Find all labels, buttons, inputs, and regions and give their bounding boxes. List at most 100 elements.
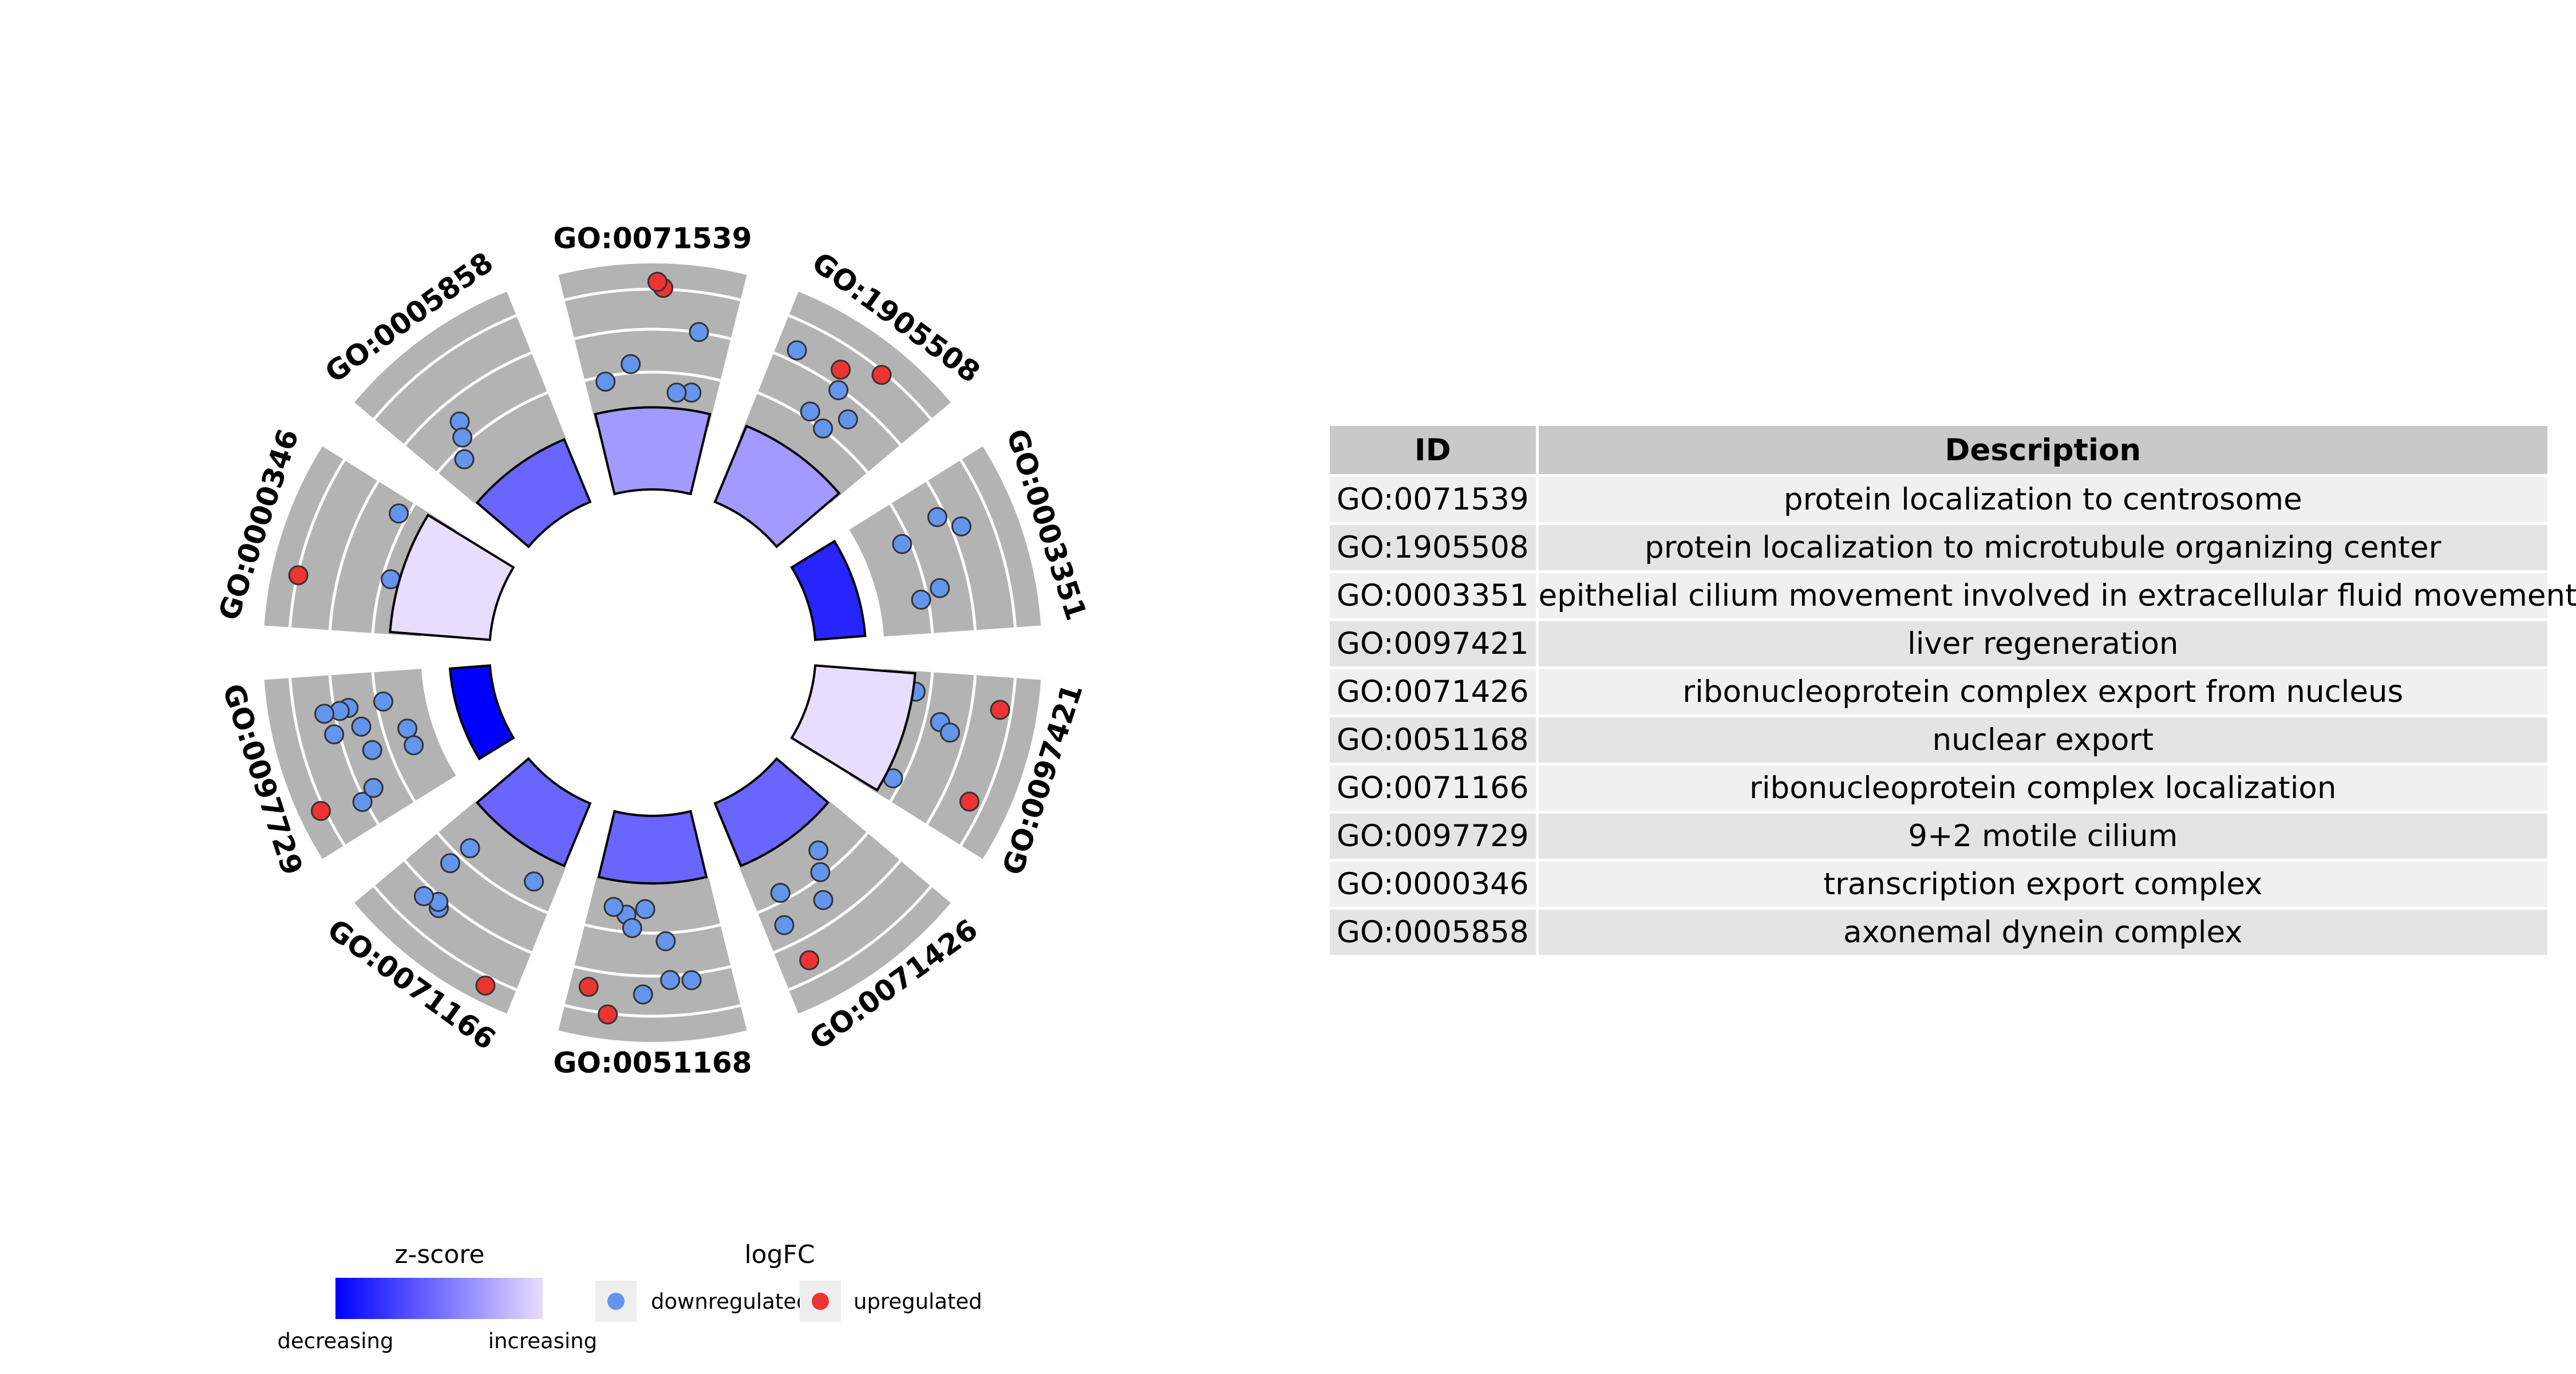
upregulated-gene-point bbox=[647, 271, 667, 292]
zscore-gradient-bar bbox=[335, 1278, 543, 1319]
zscore-legend-low-label: decreasing bbox=[278, 1329, 394, 1353]
track-guide-arc bbox=[373, 885, 517, 992]
upregulated-gene-point bbox=[871, 365, 892, 385]
downregulated-gene-point bbox=[373, 691, 394, 712]
term-id-cell: GO:0071166 bbox=[1330, 764, 1539, 814]
term-id-cell: GO:0097421 bbox=[1330, 619, 1539, 669]
logfc-track bbox=[739, 802, 951, 1014]
downregulated-gene-point bbox=[595, 372, 616, 392]
downregulated-gene-point bbox=[460, 838, 480, 859]
downregulated-gene-point bbox=[892, 534, 912, 554]
table-row: GO:0003351 epithelial cilium movement inv… bbox=[1330, 571, 2576, 621]
zscore-bar bbox=[790, 539, 867, 641]
downregulated-gene-point bbox=[939, 722, 960, 743]
zscore-bar bbox=[475, 437, 592, 548]
zscore-legend-title: z-score bbox=[394, 1240, 484, 1269]
track-guide-arc bbox=[436, 832, 548, 914]
track-guide-arc bbox=[926, 480, 977, 630]
downregulated-gene-point bbox=[660, 970, 681, 990]
zscore-bar bbox=[389, 513, 515, 641]
downregulated-gene-point bbox=[681, 970, 702, 990]
downregulated-gene-point bbox=[927, 507, 947, 527]
downregulated-gene-point bbox=[837, 409, 858, 429]
downregulated-gene-point bbox=[440, 853, 460, 874]
track-guide-arc bbox=[436, 391, 548, 473]
downregulated-gene-point bbox=[363, 777, 384, 798]
track-guide-arc bbox=[959, 459, 1017, 627]
downregulated-gene-point bbox=[911, 589, 931, 610]
downregulated-gene-point bbox=[352, 792, 373, 812]
track-guide-arc bbox=[584, 923, 721, 935]
upregulated-gene-point bbox=[578, 977, 599, 997]
downregulated-gene-point bbox=[813, 418, 833, 439]
zscore-bar bbox=[713, 757, 830, 868]
table-row: GO:1905508 protein localization to microt… bbox=[1330, 523, 2547, 573]
downregulated-gene-point bbox=[930, 578, 950, 598]
upregulated-gene-point bbox=[475, 976, 496, 996]
downregulated-label: downregulated bbox=[651, 1289, 810, 1314]
logfc-legend-title: logFC bbox=[744, 1240, 815, 1269]
table-row: GO:0071426 ribonucleoprotein complex expo… bbox=[1330, 668, 2547, 717]
track-guide-arc bbox=[773, 859, 902, 954]
term-id-cell: GO:0000346 bbox=[1330, 860, 1539, 910]
downregulated-gene-point bbox=[951, 516, 971, 537]
table-row: GO:0071166 ribonucleoprotein complex loca… bbox=[1330, 764, 2547, 814]
downregulated-gene-point bbox=[808, 840, 829, 860]
track-guide-arc bbox=[889, 672, 934, 802]
downregulated-gene-point bbox=[633, 984, 653, 1005]
downregulated-gene-point bbox=[828, 380, 849, 401]
term-id-cell: GO:0071426 bbox=[1330, 668, 1539, 717]
go-term-label: GO:0071539 bbox=[553, 222, 752, 255]
track-guide-arc bbox=[574, 965, 732, 978]
term-id-cell: GO:0071539 bbox=[1330, 475, 1539, 525]
downregulated-gene-point bbox=[404, 735, 424, 756]
logfc-track bbox=[558, 877, 747, 1042]
zscore-bar bbox=[448, 664, 515, 761]
term-description-cell: protein localization to microtubule orga… bbox=[1537, 523, 2547, 573]
downregulated-gene-point bbox=[655, 931, 676, 951]
upregulated-gene-point bbox=[310, 800, 331, 821]
track-guide-arc bbox=[889, 503, 934, 633]
downregulated-gene-point bbox=[351, 716, 372, 737]
upregulated-key-marker bbox=[812, 1293, 829, 1310]
downregulated-gene-point bbox=[314, 704, 335, 724]
upregulated-gene-point bbox=[959, 791, 980, 812]
term-id-cell: GO:0051168 bbox=[1330, 716, 1539, 765]
track-guide-arc bbox=[404, 351, 532, 446]
upregulated-gene-point bbox=[288, 565, 309, 586]
logfc-track bbox=[849, 446, 1041, 637]
downregulated-gene-point bbox=[621, 354, 641, 374]
track-guide-arc bbox=[289, 459, 346, 627]
downregulated-gene-point bbox=[524, 871, 544, 892]
table-row: GO:0005858 axonemal dynein complex bbox=[1330, 908, 2547, 958]
term-id-cell: GO:1905508 bbox=[1330, 523, 1539, 573]
downregulated-gene-point bbox=[774, 915, 795, 935]
table-row: GO:0097729 9+2 motile cilium bbox=[1330, 812, 2547, 862]
downregulated-gene-point bbox=[813, 890, 833, 910]
downregulated-gene-point bbox=[689, 322, 709, 342]
table-header-row: ID Description bbox=[1330, 426, 2547, 477]
downregulated-gene-point bbox=[810, 862, 831, 882]
downregulated-gene-point bbox=[414, 886, 434, 906]
track-guide-arc bbox=[574, 327, 732, 341]
zscore-bar bbox=[790, 664, 916, 792]
downregulated-gene-point bbox=[362, 740, 382, 760]
term-description-cell: ribonucleoprotein complex localization bbox=[1537, 764, 2547, 814]
term-description-cell: 9+2 motile cilium bbox=[1537, 812, 2547, 862]
zscore-bar bbox=[594, 406, 712, 496]
downregulated-gene-point bbox=[635, 899, 655, 919]
term-id-cell: GO:0097729 bbox=[1330, 812, 1539, 862]
term-description-cell: ribonucleoprotein complex export from nu… bbox=[1537, 668, 2547, 717]
go-term-label: GO:0051168 bbox=[553, 1047, 752, 1080]
table-header-description: Description bbox=[1537, 426, 2547, 477]
zscore-bar bbox=[713, 424, 841, 548]
term-description-cell: transcription export complex bbox=[1537, 860, 2547, 910]
upregulated-label: upregulated bbox=[854, 1289, 982, 1314]
upregulated-gene-point bbox=[799, 950, 820, 970]
term-id-cell: GO:0005858 bbox=[1330, 908, 1539, 958]
track-guide-arc bbox=[371, 672, 416, 802]
table-row: GO:0097421 liver regeneration bbox=[1330, 619, 2547, 669]
downregulated-gene-point bbox=[800, 401, 820, 422]
term-description-cell: liver regeneration bbox=[1537, 619, 2547, 669]
